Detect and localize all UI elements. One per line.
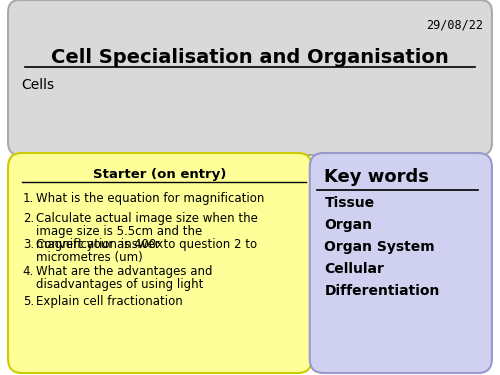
Text: What are the advantages and: What are the advantages and xyxy=(36,265,213,278)
FancyBboxPatch shape xyxy=(8,0,492,155)
Text: magnification is 400x: magnification is 400x xyxy=(36,238,164,251)
Text: Convert your answer to question 2 to: Convert your answer to question 2 to xyxy=(36,238,258,251)
Text: 4.: 4. xyxy=(23,265,34,278)
Text: 1.: 1. xyxy=(23,192,34,205)
FancyBboxPatch shape xyxy=(310,153,492,373)
Text: Cellular: Cellular xyxy=(324,262,384,276)
Text: micrometres (um): micrometres (um) xyxy=(36,251,143,264)
Text: What is the equation for magnification: What is the equation for magnification xyxy=(36,192,265,205)
Text: Calculate actual image size when the: Calculate actual image size when the xyxy=(36,212,258,225)
Text: Key words: Key words xyxy=(324,168,430,186)
Text: Tissue: Tissue xyxy=(324,196,374,210)
Text: 29/08/22: 29/08/22 xyxy=(426,18,483,31)
Text: 2.: 2. xyxy=(23,212,34,225)
Text: Cell Specialisation and Organisation: Cell Specialisation and Organisation xyxy=(51,48,449,67)
Text: 3.: 3. xyxy=(23,238,34,251)
Text: Starter (on entry): Starter (on entry) xyxy=(93,168,226,181)
Text: Organ System: Organ System xyxy=(324,240,435,254)
Text: image size is 5.5cm and the: image size is 5.5cm and the xyxy=(36,225,202,238)
Text: Differentiation: Differentiation xyxy=(324,284,440,298)
FancyBboxPatch shape xyxy=(8,153,312,373)
Text: 5.: 5. xyxy=(23,295,34,308)
Text: disadvantages of using light: disadvantages of using light xyxy=(36,278,204,291)
Text: Organ: Organ xyxy=(324,218,372,232)
Text: Explain cell fractionation: Explain cell fractionation xyxy=(36,295,183,308)
Text: Cells: Cells xyxy=(21,78,54,92)
